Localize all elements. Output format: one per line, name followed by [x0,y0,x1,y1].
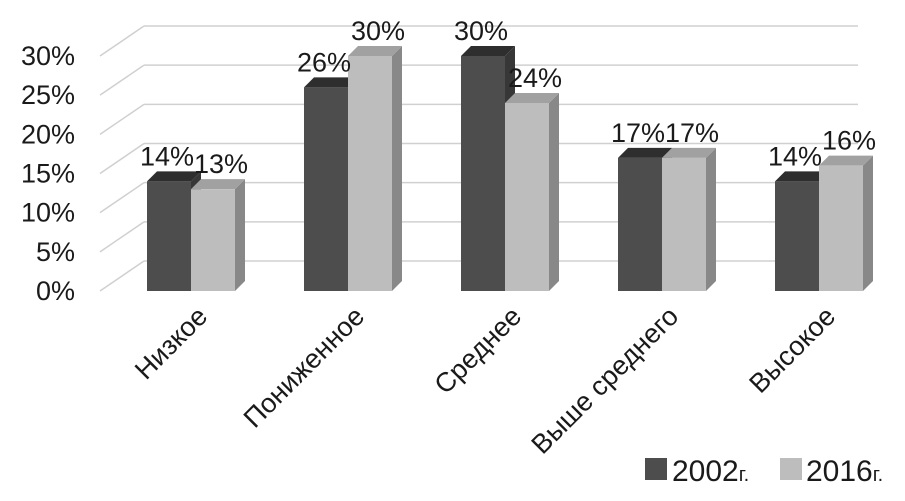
bar-top [304,77,358,88]
y-tick-label: 25% [21,80,75,110]
bar-side [235,179,245,291]
data-label: 13% [194,149,248,179]
legend-swatch-2002 [645,458,667,480]
bar-front [618,157,662,291]
legend-swatch-2016 [780,458,802,480]
y-axis-ticks: 0% 5% 10% 15% 20% 25% 30% [21,41,75,306]
legend-year-2016: 2016 [806,455,873,488]
bar-front [147,181,191,291]
legend-suffix-2002: г. [739,464,749,486]
data-label: 17% [611,118,665,148]
gridline-diagonal [99,182,145,214]
bar-2016-3 [662,147,716,291]
bar-front [304,87,348,291]
category-label: Выше среднего [526,301,685,460]
bar-front [461,56,505,291]
bar-2002-1 [304,77,358,291]
bar-top [662,147,716,158]
gridline-diagonal [99,221,145,253]
bar-front [191,189,235,291]
bar-front [662,157,706,291]
bar-front [348,56,392,291]
gridline-diagonal [99,260,145,292]
data-label: 14% [768,141,822,171]
data-label: 30% [351,16,405,46]
data-label: 24% [508,63,562,93]
bar-2016-0 [191,179,245,291]
y-tick-label: 10% [21,198,75,228]
bar-2016-1 [348,46,402,291]
bar-top [505,93,559,103]
bar-top [819,155,873,166]
data-labels: 14% 13%26%30% 30%24%17% 17%14%16% [140,16,876,179]
data-label: 14% [140,141,194,171]
legend-suffix-2016: г. [873,464,883,486]
bar-top [348,46,402,56]
data-label: 26% [297,47,351,77]
bar-side [863,155,873,291]
gridline-diagonal [99,64,145,96]
legend: 2002г. 2016г. [645,455,883,488]
bar-top [461,46,515,56]
category-label: Среднее [429,301,528,400]
bar-top [147,171,201,182]
y-tick-label: 0% [36,276,75,306]
data-label: 30% [454,16,508,46]
gridline-diagonal [99,142,145,175]
svg-text:2002г.: 2002г. [672,455,749,488]
y-tick-label: 5% [36,237,75,267]
svg-text:2016г.: 2016г. [806,455,883,488]
bar-top [618,147,672,158]
bar-side [392,46,402,291]
bars [147,46,873,291]
data-label: 16% [822,126,876,156]
bar-front [505,103,549,291]
gridline-diagonal [99,103,145,135]
category-label: Пониженное [238,301,370,433]
category-label: Высокое [743,301,841,399]
bar-2016-2 [505,93,559,291]
legend-year-2002: 2002 [672,455,739,488]
bar-2016-4 [819,155,873,291]
y-tick-label: 30% [21,41,75,71]
bar-front [775,181,819,291]
bar-front [819,165,863,291]
bar-side [706,147,716,291]
bar-top [775,171,829,182]
gridline-diagonal [99,25,145,57]
bar-top [191,179,245,190]
y-tick-label: 20% [21,119,75,149]
bar-side [549,93,559,291]
category-label: Низкое [129,301,213,385]
y-tick-label: 15% [21,159,75,189]
data-label: 17% [665,118,719,148]
